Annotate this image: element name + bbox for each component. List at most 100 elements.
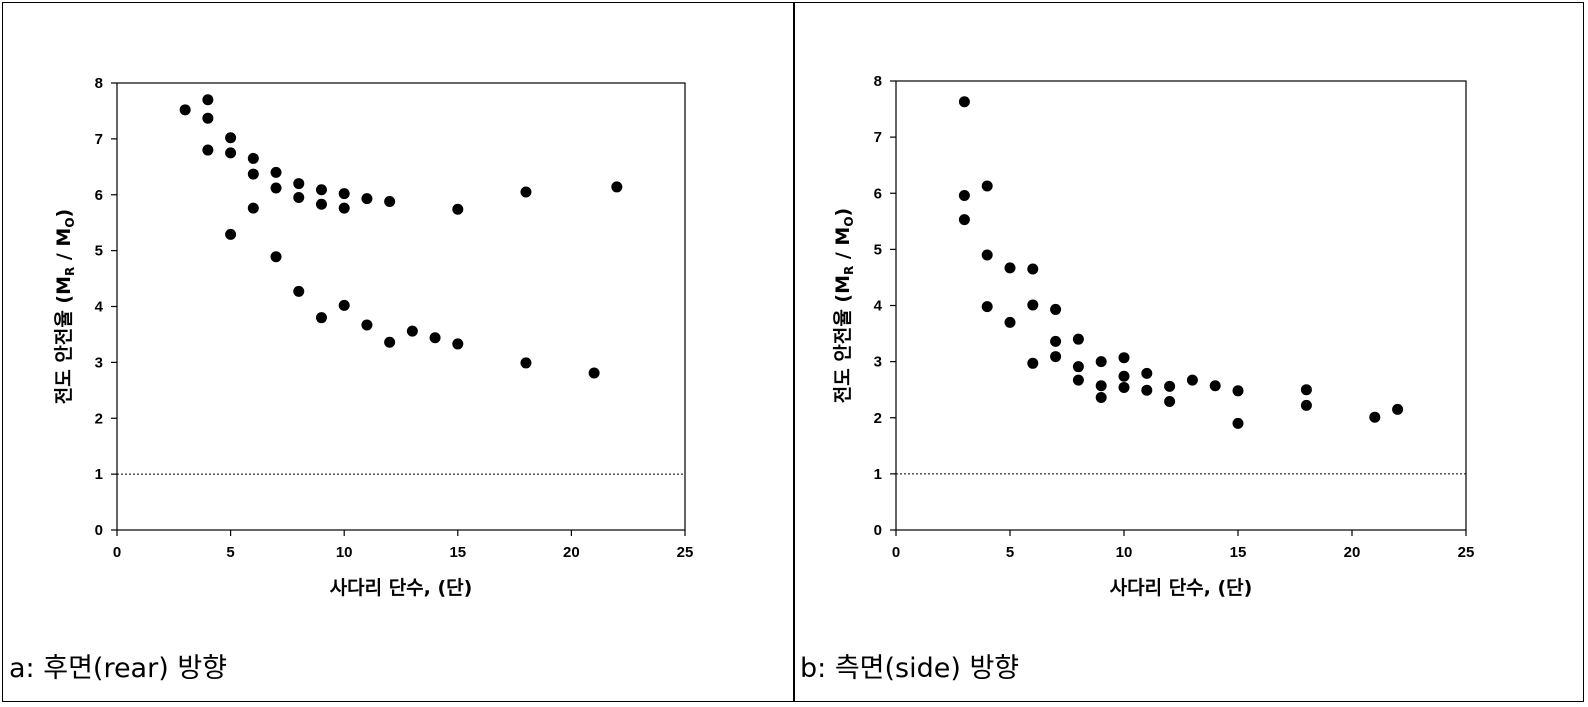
y-tick-label: 0 [874, 522, 882, 539]
data-point [338, 202, 350, 214]
data-point [225, 132, 237, 144]
x-tick-label: 0 [892, 544, 900, 561]
data-point [202, 94, 214, 106]
data-point [981, 180, 993, 192]
data-point [958, 189, 970, 201]
data-point [247, 152, 259, 164]
data-point [384, 195, 396, 207]
data-point [315, 312, 327, 324]
x-axis-title: 사다리 단수, (단) [1110, 577, 1253, 599]
y-tick-label: 5 [874, 241, 882, 258]
data-point [1004, 316, 1016, 328]
data-point [406, 325, 418, 337]
data-point [1209, 380, 1221, 392]
data-point [202, 112, 214, 124]
data-point [225, 228, 237, 240]
data-point [361, 193, 373, 205]
plot-frame [895, 80, 1467, 531]
data-point [1072, 333, 1084, 345]
data-point [1050, 335, 1062, 347]
x-tick-label: 15 [449, 544, 466, 561]
data-point [247, 168, 259, 180]
x-axis-title: 사다리 단수, (단) [330, 577, 473, 599]
y-tick-label: 7 [95, 131, 103, 148]
data-point [247, 202, 259, 214]
data-point [1072, 361, 1084, 373]
data-point [384, 336, 396, 348]
data-point [1050, 351, 1062, 363]
y-tick-label: 3 [95, 354, 103, 371]
data-point [1141, 367, 1153, 379]
panel-divider [793, 2, 795, 702]
data-point [958, 214, 970, 226]
data-point [1141, 384, 1153, 396]
data-point [1232, 385, 1244, 397]
x-tick-label: 0 [113, 544, 121, 561]
chart-a: 0 5 10 15 20 25 0 1 2 3 4 5 6 7 8 사다리 단수, (단) 전도 안전율 (MR… [53, 75, 694, 599]
data-point [1300, 399, 1312, 411]
data-point [338, 188, 350, 200]
data-point [981, 249, 993, 261]
y-tick-label: 6 [95, 187, 103, 204]
data-point [270, 182, 282, 194]
data-point [1050, 303, 1062, 315]
data-point [520, 186, 532, 198]
x-tick-label: 25 [1458, 544, 1475, 561]
x-tick-label: 10 [336, 544, 353, 561]
y-tick-label: 4 [874, 298, 883, 315]
data-point [202, 144, 214, 156]
y-tick-label: 6 [874, 185, 882, 202]
data-point [1369, 411, 1381, 423]
data-point [1118, 352, 1130, 364]
data-point [429, 332, 441, 344]
data-point [1300, 384, 1312, 396]
data-point [611, 181, 623, 193]
data-point [1118, 381, 1130, 393]
data-point [452, 203, 464, 215]
data-point [315, 184, 327, 196]
panel-a: 0 5 10 15 20 25 0 1 2 3 4 5 6 7 8 사다리 단수, (단) 전도 안전율 (MR… [2, 2, 793, 702]
y-tick-label: 4 [95, 299, 104, 316]
y-tick-label: 1 [874, 466, 882, 483]
data-point [1095, 392, 1107, 404]
data-point [520, 357, 532, 369]
data-point [958, 96, 970, 108]
y-axis-title: 전도 안전율 (MR / MO) [53, 209, 77, 404]
data-point [1232, 417, 1244, 429]
y-tick-label: 2 [874, 410, 882, 427]
data-point [270, 166, 282, 178]
data-point [1392, 403, 1404, 415]
data-point [1164, 380, 1176, 392]
data-point [1027, 299, 1039, 311]
y-tick-label: 8 [95, 75, 103, 92]
data-point [1027, 263, 1039, 275]
plot-frame [116, 82, 686, 531]
y-tick-label: 0 [95, 522, 103, 539]
data-point [1072, 374, 1084, 386]
y-axis-title: 전도 안전율 (MR / MO) [832, 208, 856, 403]
data-point [225, 147, 237, 159]
y-tick-label: 3 [874, 354, 882, 371]
x-tick-label: 10 [1116, 544, 1133, 561]
data-point [588, 367, 600, 379]
data-point [361, 319, 373, 331]
data-point [293, 285, 305, 297]
data-point [315, 198, 327, 210]
data-point [1095, 380, 1107, 392]
panel-b: 0 5 10 15 20 25 0 1 2 3 4 5 6 7 8 사다리 단수, (단) 전도 안전율 (MR… [795, 2, 1584, 702]
data-point [1004, 262, 1016, 274]
chart-b: 0 5 10 15 20 25 0 1 2 3 4 5 6 7 8 사다리 단수, (단) 전도 안전율 (MR… [832, 73, 1475, 599]
y-tick-label: 1 [95, 466, 103, 483]
x-tick-label: 25 [677, 544, 694, 561]
data-point [981, 301, 993, 313]
x-tick-label: 5 [226, 544, 234, 561]
data-point [1027, 357, 1039, 369]
data-point [293, 192, 305, 204]
panel-b-caption: b: 측면(side) 방향 [800, 653, 1020, 684]
data-point [1118, 370, 1130, 382]
data-point [1186, 374, 1198, 386]
data-point [1095, 356, 1107, 368]
y-tick-label: 8 [874, 73, 882, 90]
data-point [293, 178, 305, 190]
data-point [338, 299, 350, 311]
